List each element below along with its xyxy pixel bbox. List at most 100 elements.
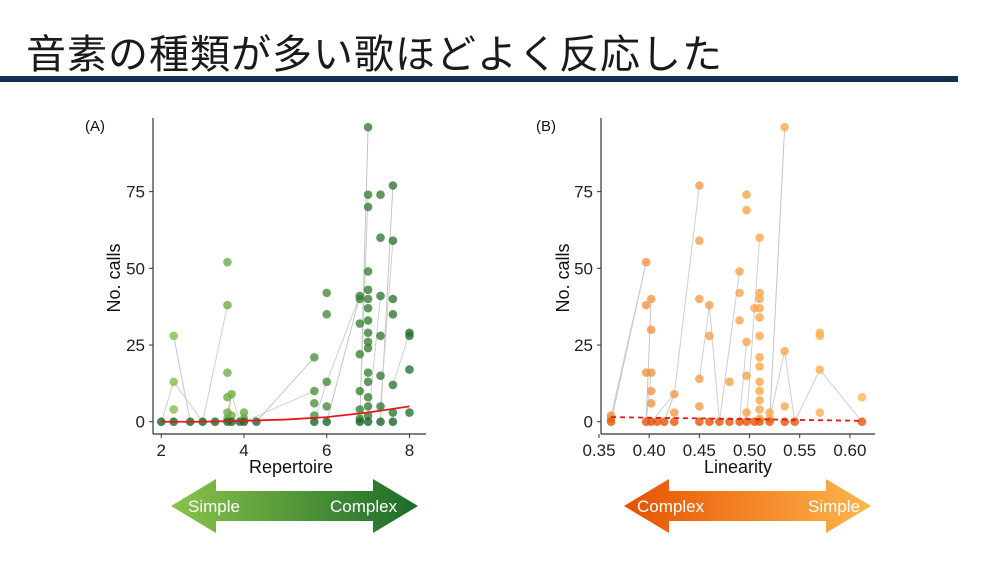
chart-a-axes: 0 25 50 75 2 4 6 8 bbox=[126, 118, 426, 460]
chart-a: 0 25 50 75 2 4 6 8 (A) Repertoire No. calls bbox=[85, 118, 426, 477]
data-point bbox=[735, 267, 744, 276]
data-point bbox=[223, 257, 232, 267]
data-point bbox=[355, 417, 365, 427]
data-point bbox=[223, 300, 232, 310]
data-point bbox=[388, 380, 398, 390]
data-point bbox=[695, 417, 704, 427]
data-point bbox=[646, 325, 656, 334]
complexity-arrow-right: Complex Simple bbox=[624, 479, 871, 533]
data-point bbox=[735, 288, 744, 298]
data-point bbox=[322, 310, 332, 319]
trend-line bbox=[161, 405, 410, 423]
data-point bbox=[363, 303, 373, 313]
y-tick-label: 0 bbox=[584, 413, 593, 432]
data-point bbox=[735, 316, 744, 325]
x-tick-label: 0.60 bbox=[833, 441, 866, 460]
data-point bbox=[388, 417, 398, 427]
data-point bbox=[606, 417, 616, 427]
chart-b-connector-lines bbox=[610, 127, 863, 423]
data-point bbox=[755, 405, 764, 414]
data-point bbox=[223, 368, 232, 377]
data-point bbox=[169, 405, 178, 414]
connector-line bbox=[794, 369, 821, 422]
data-point bbox=[363, 285, 373, 295]
x-tick-label: 0.35 bbox=[582, 441, 615, 460]
data-point bbox=[355, 319, 365, 328]
connector-line bbox=[739, 341, 748, 422]
connector-line bbox=[326, 295, 361, 383]
complexity-arrow-left: Simple Complex bbox=[171, 479, 418, 533]
data-point bbox=[355, 294, 365, 304]
data-point bbox=[355, 405, 365, 414]
data-point bbox=[695, 294, 704, 304]
y-tick-label: 75 bbox=[574, 183, 593, 202]
data-point bbox=[376, 331, 385, 341]
data-point bbox=[363, 328, 373, 338]
data-point bbox=[363, 202, 373, 212]
data-point bbox=[742, 337, 751, 347]
chart-b-y-axis-label: No. calls bbox=[553, 243, 573, 312]
data-point bbox=[363, 122, 373, 132]
arrow-right-simple-label: Simple bbox=[808, 497, 860, 516]
data-point bbox=[363, 377, 373, 387]
data-point bbox=[755, 331, 764, 341]
y-tick-label: 75 bbox=[126, 183, 145, 202]
data-point bbox=[376, 190, 385, 199]
chart-b-axes: 0 25 50 75 0.35 0.40 0.45 0.50 0.55 0.60 bbox=[574, 118, 875, 460]
x-tick-label: 0.55 bbox=[783, 441, 816, 460]
connector-line bbox=[645, 298, 652, 422]
connector-line bbox=[645, 372, 652, 422]
chart-a-y-axis-label: No. calls bbox=[104, 243, 124, 312]
chart-a-points bbox=[156, 122, 414, 427]
connector-line bbox=[784, 351, 796, 422]
data-point bbox=[790, 417, 800, 427]
data-point bbox=[363, 337, 373, 347]
connector-line bbox=[256, 356, 315, 423]
data-point bbox=[363, 294, 373, 304]
data-point bbox=[755, 353, 764, 362]
data-point bbox=[363, 190, 373, 199]
connector-line bbox=[746, 237, 761, 422]
title-divider bbox=[0, 76, 958, 82]
data-point bbox=[669, 408, 679, 417]
x-tick-label: 4 bbox=[239, 441, 248, 460]
chart-b-panel-label: (B) bbox=[536, 118, 556, 135]
data-point bbox=[363, 368, 373, 377]
chart-b-x-axis-label: Linearity bbox=[704, 457, 772, 477]
data-point bbox=[322, 288, 332, 298]
data-point bbox=[646, 417, 656, 427]
arrow-right-complex-label: Complex bbox=[637, 497, 705, 516]
data-point bbox=[310, 399, 319, 408]
data-point bbox=[742, 190, 751, 199]
data-point bbox=[857, 417, 867, 427]
data-point bbox=[252, 417, 261, 427]
x-tick-label: 2 bbox=[157, 441, 166, 460]
data-point bbox=[363, 316, 373, 325]
data-point bbox=[641, 257, 651, 267]
y-tick-label: 0 bbox=[136, 413, 145, 432]
arrow-left-complex-label: Complex bbox=[330, 497, 398, 516]
y-tick-label: 50 bbox=[574, 259, 593, 278]
chart-b: 0 25 50 75 0.35 0.40 0.45 0.50 0.55 0.60 (B) Line… bbox=[536, 118, 875, 477]
connector-line bbox=[769, 127, 786, 422]
data-point bbox=[755, 362, 764, 371]
data-point bbox=[755, 233, 764, 242]
data-point bbox=[310, 353, 319, 362]
connector-line bbox=[326, 295, 361, 422]
arrow-left-simple-label: Simple bbox=[188, 497, 240, 516]
data-point bbox=[742, 408, 751, 417]
data-point bbox=[659, 417, 669, 427]
data-point bbox=[355, 386, 365, 396]
data-point bbox=[742, 371, 751, 381]
connector-line bbox=[769, 351, 786, 419]
data-point bbox=[322, 402, 332, 411]
connector-line bbox=[610, 262, 647, 416]
connector-line bbox=[819, 369, 863, 423]
data-point bbox=[388, 310, 398, 319]
data-point bbox=[405, 408, 414, 417]
data-point bbox=[755, 386, 764, 396]
data-point bbox=[857, 392, 867, 402]
data-point bbox=[227, 389, 236, 399]
data-point bbox=[742, 205, 751, 215]
data-point bbox=[388, 408, 398, 417]
